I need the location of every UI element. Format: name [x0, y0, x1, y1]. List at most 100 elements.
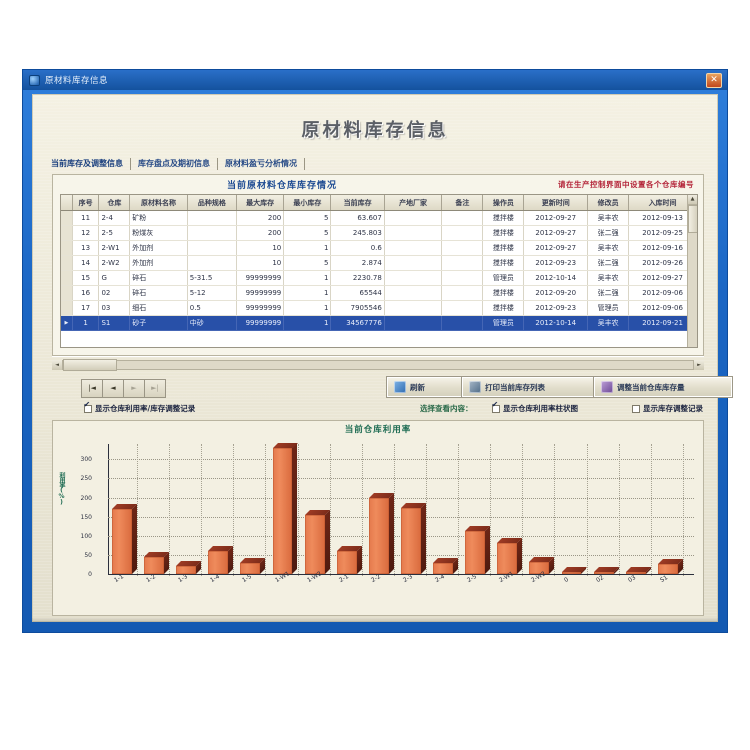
row-marker[interactable] — [61, 210, 73, 226]
cell-min[interactable]: 1 — [283, 240, 332, 256]
col-max[interactable]: 最大库存 — [236, 195, 285, 211]
checkbox-box[interactable] — [492, 401, 500, 413]
close-icon[interactable]: ✕ — [706, 73, 722, 88]
cell-op[interactable]: 搅拌楼 — [482, 225, 525, 241]
row-marker[interactable] — [61, 255, 73, 271]
cell-remark[interactable] — [441, 225, 484, 241]
cell-min[interactable]: 5 — [283, 255, 332, 271]
col-wh[interactable]: 仓库 — [98, 195, 131, 211]
cell-wh[interactable]: 2-5 — [98, 225, 131, 241]
chart-bar[interactable] — [593, 567, 619, 574]
cell-min[interactable]: 1 — [283, 315, 332, 331]
tab-stocktaking[interactable]: 库存盘点及期初信息 — [131, 158, 218, 170]
cell-updated[interactable]: 2012-09-27 — [523, 240, 589, 256]
cell-spec[interactable] — [187, 225, 238, 241]
cell-wh[interactable]: S1 — [98, 315, 131, 331]
adjust-stock-button[interactable]: 调整当前仓库库存量 — [594, 377, 732, 397]
cell-remark[interactable] — [441, 315, 484, 331]
cell-wh[interactable]: 2-W1 — [98, 240, 131, 256]
chart-bar[interactable] — [272, 442, 298, 574]
cell-name[interactable]: 碎石 — [129, 270, 188, 286]
checkbox-show-usage-record[interactable]: 显示仓库利用率/库存调整记录 — [84, 401, 196, 414]
scroll-thumb[interactable] — [688, 205, 697, 233]
table-row[interactable]: 14 2-W2 外加剂 10 5 2.874 搅拌楼 2012-09-23 张二强 2012-09… — [61, 255, 697, 271]
nav-previous-button[interactable]: ◄ — [103, 380, 124, 397]
table-row[interactable]: ▶ 1 S1 砂子 中砂 99999999 1 34567776 管理员 2012-10-14 吴丰… — [61, 315, 697, 331]
cell-origin[interactable] — [384, 270, 443, 286]
chart-bar[interactable] — [497, 538, 523, 574]
cell-op[interactable]: 搅拌楼 — [482, 210, 525, 226]
cell-spec[interactable] — [187, 255, 238, 271]
cell-remark[interactable] — [441, 210, 484, 226]
cell-cur[interactable]: 34567776 — [330, 315, 385, 331]
chart-bar[interactable] — [144, 551, 170, 574]
cell-wh[interactable]: 2-4 — [98, 210, 131, 226]
nav-last-button[interactable]: ►| — [145, 380, 165, 397]
chart-bar[interactable] — [240, 558, 266, 574]
chart-bar[interactable] — [208, 546, 234, 574]
cell-origin[interactable] — [384, 240, 443, 256]
cell-origin[interactable] — [384, 210, 443, 226]
chart-bar[interactable] — [657, 559, 683, 574]
cell-op[interactable]: 搅拌楼 — [482, 255, 525, 271]
cell-cur[interactable]: 2230.78 — [330, 270, 385, 286]
cell-wh[interactable]: 03 — [98, 300, 131, 316]
chart-bar[interactable] — [465, 526, 491, 574]
tab-current-stock[interactable]: 当前库存及调整信息 — [48, 158, 131, 170]
cell-updated[interactable]: 2012-10-14 — [523, 315, 589, 331]
chart-bar[interactable] — [176, 560, 202, 574]
cell-cur[interactable]: 7905546 — [330, 300, 385, 316]
cell-updated[interactable]: 2012-10-14 — [523, 270, 589, 286]
cell-no[interactable]: 16 — [72, 285, 100, 301]
cell-name[interactable]: 粉煤灰 — [129, 225, 188, 241]
table-row[interactable]: 16 02 碎石 5-12 99999999 1 65544 搅拌楼 2012-09-20 张二强… — [61, 285, 697, 301]
cell-max[interactable]: 200 — [236, 225, 285, 241]
cell-updated[interactable]: 2012-09-27 — [523, 225, 589, 241]
cell-origin[interactable] — [384, 225, 443, 241]
col-min[interactable]: 最小库存 — [283, 195, 332, 211]
cell-name[interactable]: 矿粉 — [129, 210, 188, 226]
cell-op[interactable]: 搅拌楼 — [482, 240, 525, 256]
cell-wh[interactable]: 02 — [98, 285, 131, 301]
checkbox-box[interactable] — [84, 401, 92, 413]
row-marker[interactable] — [61, 270, 73, 286]
cell-origin[interactable] — [384, 285, 443, 301]
cell-spec[interactable]: 5-12 — [187, 285, 238, 301]
cell-cur[interactable]: 2.874 — [330, 255, 385, 271]
col-cur[interactable]: 当前库存 — [330, 195, 385, 211]
cell-name[interactable]: 砂子 — [129, 315, 188, 331]
cell-remark[interactable] — [441, 255, 484, 271]
stock-table[interactable]: 序号 仓库 原材料名称 品种规格 最大库存 最小库存 当前库存 产地厂家 备注 … — [60, 194, 698, 348]
cell-spec[interactable]: 中砂 — [187, 315, 238, 331]
chart-bar[interactable] — [368, 493, 394, 574]
cell-max[interactable]: 99999999 — [236, 300, 285, 316]
cell-editor[interactable]: 张二强 — [587, 225, 630, 241]
cell-remark[interactable] — [441, 300, 484, 316]
cell-no[interactable]: 13 — [72, 240, 100, 256]
table-row[interactable]: 11 2-4 矿粉 200 5 63.607 搅拌楼 2012-09-27 吴丰农 2012-09… — [61, 210, 697, 226]
cell-no[interactable]: 15 — [72, 270, 100, 286]
cell-origin[interactable] — [384, 255, 443, 271]
col-spec[interactable]: 品种规格 — [187, 195, 238, 211]
cell-name[interactable]: 外加剂 — [129, 240, 188, 256]
cell-min[interactable]: 1 — [283, 300, 332, 316]
chart-bar[interactable] — [401, 503, 426, 574]
col-name[interactable]: 原材料名称 — [129, 195, 188, 211]
cell-editor[interactable]: 吴丰农 — [587, 240, 630, 256]
print-stock-list-button[interactable]: 打印当前库存列表 — [462, 377, 598, 397]
row-marker[interactable] — [61, 240, 73, 256]
row-marker[interactable] — [61, 300, 73, 316]
cell-updated[interactable]: 2012-09-27 — [523, 210, 589, 226]
col-no[interactable]: 序号 — [72, 195, 100, 211]
cell-editor[interactable]: 吴丰农 — [587, 210, 630, 226]
cell-min[interactable]: 5 — [283, 210, 332, 226]
checkbox-show-adjust-record[interactable]: 显示库存调整记录 — [632, 403, 703, 414]
refresh-button[interactable]: 刷新 — [387, 377, 463, 397]
cell-wh[interactable]: 2-W2 — [98, 255, 131, 271]
cell-max[interactable]: 10 — [236, 255, 285, 271]
row-marker[interactable] — [61, 285, 73, 301]
cell-max[interactable]: 99999999 — [236, 270, 285, 286]
chart-bar[interactable] — [625, 567, 651, 574]
scroll-right-icon[interactable]: ► — [693, 360, 704, 370]
cell-remark[interactable] — [441, 270, 484, 286]
